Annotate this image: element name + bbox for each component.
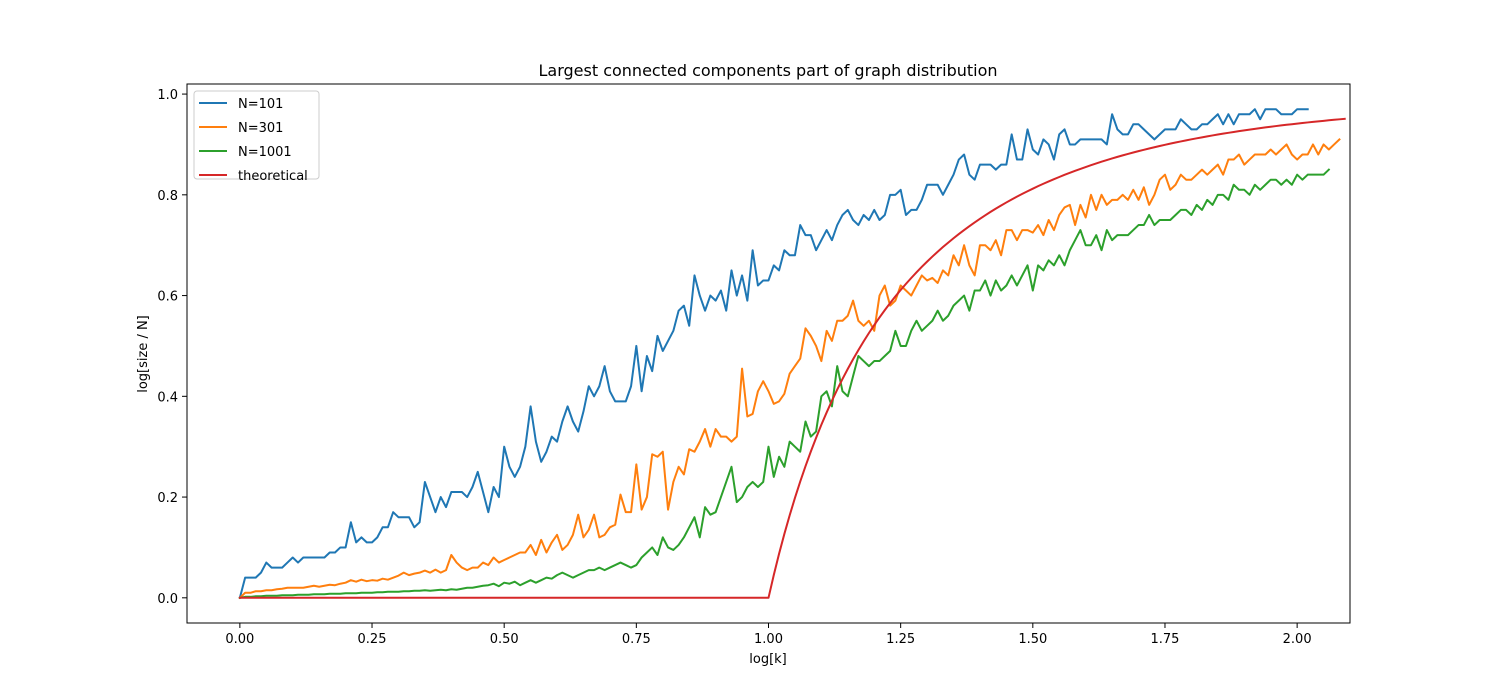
x-tick-label: 2.00 bbox=[1283, 632, 1312, 647]
x-tick-label: 1.50 bbox=[1018, 632, 1047, 647]
x-tick-label: 1.00 bbox=[754, 632, 783, 647]
x-axis-label: log[k] bbox=[749, 652, 787, 667]
y-tick-label: 0.6 bbox=[157, 290, 178, 305]
x-tick-label: 1.75 bbox=[1151, 632, 1180, 647]
y-axis-label: log[size / N] bbox=[136, 315, 151, 393]
x-tick-label: 1.25 bbox=[886, 632, 915, 647]
plot-area bbox=[186, 83, 1351, 624]
series-group bbox=[238, 108, 1346, 600]
axes-frame bbox=[186, 83, 1351, 624]
legend: N=101 N=301 N=1001 theoretical bbox=[193, 90, 320, 184]
series-line-0 bbox=[238, 108, 1309, 600]
y-tick-label: 0.8 bbox=[157, 189, 178, 204]
series-line-1 bbox=[238, 137, 1341, 600]
y-tick-label: 0.0 bbox=[157, 592, 178, 607]
y-tick-label: 0.4 bbox=[157, 390, 178, 405]
x-axis: 0.00 0.25 0.50 0.75 1.00 1.25 1.50 1.75 2.00 bbox=[225, 623, 1312, 647]
legend-label-2: N=1001 bbox=[238, 145, 292, 160]
x-tick-label: 0.50 bbox=[490, 632, 519, 647]
x-tick-label: 0.25 bbox=[358, 632, 387, 647]
series-line-2 bbox=[238, 168, 1331, 599]
y-tick-label: 0.2 bbox=[157, 491, 178, 506]
x-tick-label: 0.00 bbox=[225, 632, 254, 647]
legend-label-3: theoretical bbox=[238, 169, 308, 184]
y-tick-label: 1.0 bbox=[157, 88, 178, 103]
x-tick-label: 0.75 bbox=[622, 632, 651, 647]
series-line-3 bbox=[238, 117, 1346, 599]
legend-label-1: N=301 bbox=[238, 121, 283, 136]
legend-label-0: N=101 bbox=[238, 97, 283, 112]
y-axis: 0.0 0.2 0.4 0.6 0.8 1.0 bbox=[157, 88, 187, 607]
chart-title: Largest connected components part of gra… bbox=[538, 61, 997, 80]
legend-box bbox=[193, 90, 320, 180]
